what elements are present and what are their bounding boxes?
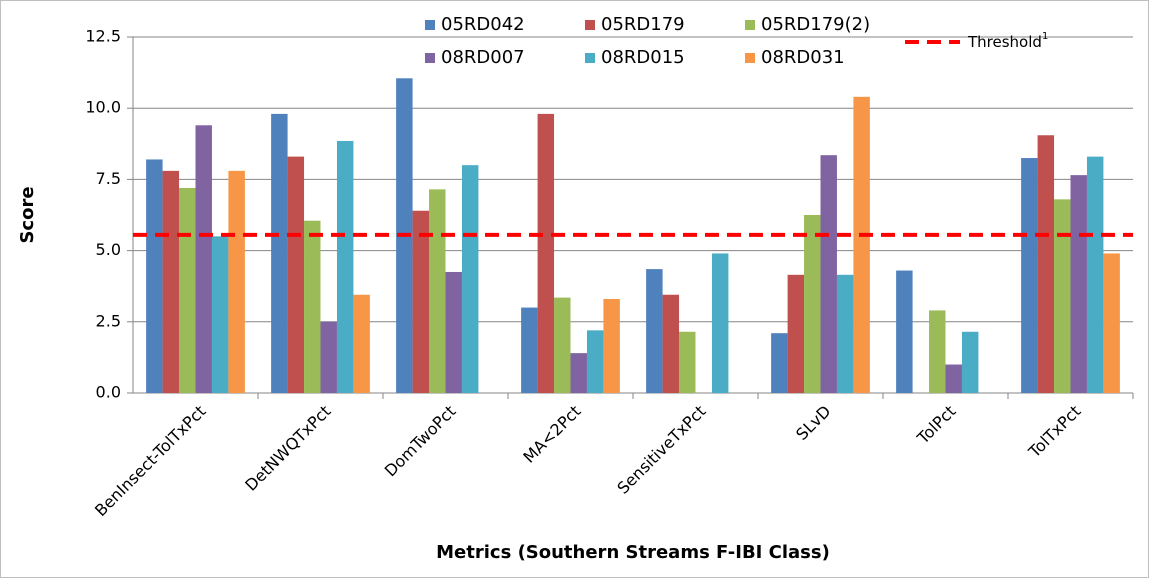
legend-label: 08RD015 (601, 47, 685, 68)
bar (336, 140, 354, 393)
bar (853, 96, 870, 394)
bar (445, 271, 462, 393)
bar (603, 299, 620, 393)
bar (945, 364, 962, 393)
bar (961, 331, 979, 393)
y-axis-title: Score (17, 186, 38, 243)
bar (271, 113, 288, 394)
legend-swatch (425, 20, 435, 30)
threshold-superscript: 1 (1042, 31, 1048, 42)
bar (537, 113, 555, 394)
bar (771, 333, 788, 393)
bar (228, 170, 245, 393)
bar (820, 155, 837, 393)
bar (179, 187, 196, 393)
threshold-name: Threshold (967, 33, 1042, 51)
bar (711, 253, 729, 393)
bar (521, 307, 538, 393)
y-tick-label: 5.0 (96, 240, 121, 259)
bar (1103, 253, 1120, 393)
y-tick-label: 7.5 (96, 169, 121, 188)
legend-swatch (745, 53, 755, 63)
y-tick-label: 2.5 (96, 311, 121, 330)
legend-swatch (585, 20, 595, 30)
bar (929, 310, 946, 393)
bar (429, 189, 446, 393)
legend-label: 08RD007 (441, 47, 525, 68)
bar (412, 210, 430, 393)
legend-label: 08RD031 (761, 47, 845, 68)
bar (1054, 199, 1071, 393)
legend-swatch (745, 20, 755, 30)
bar (146, 159, 163, 393)
legend-swatch (425, 53, 435, 63)
bar (1021, 158, 1038, 393)
bar (804, 215, 821, 393)
bar (1037, 135, 1055, 394)
bar (646, 269, 663, 393)
x-axis-title: Metrics (Southern Streams F-IBI Class) (436, 542, 830, 563)
y-tick-label: 12.5 (85, 27, 121, 46)
bar (211, 236, 229, 393)
bar (304, 220, 321, 393)
y-tick-label: 0.0 (96, 383, 121, 402)
legend-swatch (585, 53, 595, 63)
bar (570, 353, 587, 393)
legend-label: 05RD179 (601, 14, 685, 35)
legend-label: 05RD042 (441, 14, 525, 35)
legend-threshold-label: Threshold1 (967, 31, 1048, 51)
bar (896, 270, 913, 393)
bar (662, 294, 680, 393)
bar (287, 156, 305, 393)
bar (162, 170, 180, 393)
bar (195, 125, 212, 394)
legend-label: 05RD179(2) (761, 14, 870, 35)
bar (586, 330, 604, 393)
bar (787, 274, 805, 393)
bar (320, 321, 337, 393)
bar (836, 274, 854, 393)
bar (1070, 175, 1087, 393)
bar (679, 331, 696, 393)
y-tick-label: 10.0 (85, 98, 121, 117)
bar (353, 294, 370, 393)
bar (461, 165, 479, 393)
bar (554, 297, 571, 393)
bar (1086, 156, 1104, 393)
